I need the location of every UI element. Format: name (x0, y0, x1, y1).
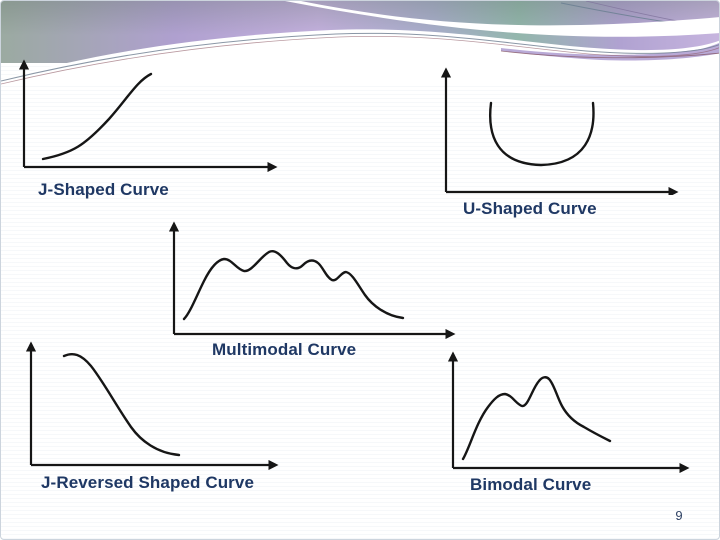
j-shaped-curve-figure (18, 59, 278, 173)
j-shaped-curve-line (41, 72, 153, 161)
header-gradient-band (1, 1, 719, 63)
lavender-ribbon (501, 42, 719, 61)
bimodal-curve-line (461, 376, 612, 461)
u-shaped-curve-line (489, 101, 595, 167)
j-reversed-curve-figure (25, 341, 279, 471)
multimodal-curve-label: Multimodal Curve (212, 340, 357, 359)
bimodal-curve-figure (447, 351, 690, 474)
accent-line (560, 2, 719, 30)
j-reversed-curve-line (62, 352, 181, 457)
u-shaped-curve-label: U-Shaped Curve (463, 199, 597, 218)
j-reversed-curve-label: J-Reversed Shaped Curve (41, 473, 254, 492)
accent-line (585, 1, 719, 29)
page-number: 9 (675, 508, 683, 523)
accent-line (500, 50, 719, 59)
j-shaped-curve-label: J-Shaped Curve (38, 180, 169, 199)
u-shaped-curve-figure (441, 67, 679, 195)
multimodal-curve-figure (168, 221, 456, 339)
upper-white-swoosh (285, 1, 719, 37)
multimodal-curve-line (182, 250, 405, 321)
bimodal-curve-label: Bimodal Curve (470, 475, 592, 494)
